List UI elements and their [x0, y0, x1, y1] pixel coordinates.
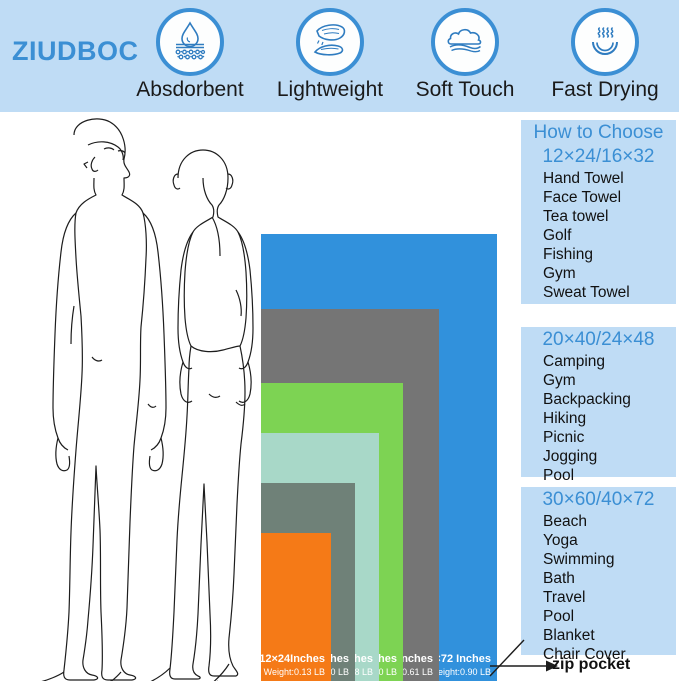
soft-touch-badge — [431, 8, 499, 76]
cloud-soft-touch-icon — [442, 17, 488, 68]
panel-use-item: Sweat Towel — [543, 284, 630, 302]
feature-soft-touch: Soft Touch — [400, 8, 530, 102]
panel-use-item: Beach — [543, 512, 587, 530]
feature-label: Soft Touch — [415, 78, 515, 101]
feature-label: Absdorbent — [136, 78, 244, 101]
steam-fast-drying-icon — [582, 17, 628, 68]
header-banner: ZIUDBOC — [0, 0, 679, 112]
panel-use-item: Golf — [543, 226, 572, 244]
panel-size-heading: 20×40/24×48 — [542, 329, 655, 350]
panel-use-item: Picnic — [543, 429, 585, 447]
scale-reference-figures — [0, 112, 262, 681]
towel-size-box-xs: XS:12×24Inches Weight:0.13 LB — [241, 533, 331, 681]
how-to-choose-panel-medium: 20×40/24×48 Camping Gym Backpacking Hiking P… — [521, 327, 676, 484]
feature-absorbent: Absdorbent — [125, 8, 255, 102]
male-body-silhouette — [41, 118, 167, 681]
feature-label: Fast Drying — [551, 78, 659, 101]
fast-drying-badge — [571, 8, 639, 76]
panel-use-item: Tea towel — [543, 207, 609, 225]
panel-use-item: Gym — [543, 371, 576, 389]
panel-use-list: Hand Towel Face Towel Tea towel Golf Fishing… — [521, 168, 676, 304]
feature-fast-drying: Fast Drying — [540, 8, 670, 102]
panel-use-list: Camping Gym Backpacking Hiking Picnic Jogging… — [521, 351, 676, 487]
panel-use-list: Beach Yoga Swimming Bath Travel Pool Blanket Ch… — [521, 511, 676, 667]
panel-use-item: Yoga — [543, 531, 578, 549]
panel-use-item: Pool — [543, 467, 575, 485]
hand-feather-lightweight-icon — [307, 17, 353, 68]
feature-lightweight: Lightweight — [265, 8, 395, 102]
panel-use-item: Hiking — [543, 410, 587, 428]
panel-use-item: Travel — [543, 589, 586, 607]
panel-use-item: Camping — [543, 352, 606, 370]
panel-use-item: Backpacking — [543, 390, 631, 408]
towel-size-label-xs: XS:12×24Inches Weight:0.13 LB — [241, 653, 325, 677]
panel-title: How to Choose — [533, 122, 664, 143]
panel-use-item: Blanket — [543, 627, 595, 645]
panel-use-item: Fishing — [543, 245, 593, 263]
panel-use-item: Face Towel — [543, 188, 622, 206]
panel-use-item: Hand Towel — [543, 169, 624, 187]
panel-use-item: Gym — [543, 265, 576, 282]
panel-use-item: Pool — [543, 608, 575, 626]
towel-weight-text: Weight:0.13 LB — [263, 666, 325, 677]
panel-size-heading: 30×60/40×72 — [542, 489, 655, 510]
towel-weight-text: Weight0.61 LB — [374, 666, 433, 677]
female-body-silhouette — [150, 149, 254, 681]
lightweight-badge — [296, 8, 364, 76]
zip-pocket-label: zip pocket — [552, 656, 631, 673]
panel-use-item: Chair Cover — [543, 646, 626, 664]
zip-pocket-arrow-icon — [489, 639, 558, 677]
panel-size-heading: 12×24/16×32 — [542, 145, 655, 167]
panel-use-item: Bath — [543, 570, 575, 588]
how-to-choose-panel-small: How to Choose 12×24/16×32 Hand Towel Face… — [521, 120, 676, 304]
feature-label: Lightweight — [276, 78, 384, 101]
towel-dimension-text: XS:12×24Inches — [240, 653, 325, 666]
panel-use-item: Swimming — [543, 550, 615, 568]
panel-use-item: Jogging — [543, 448, 598, 466]
water-droplet-absorbent-icon — [167, 17, 213, 68]
absorbent-badge — [156, 8, 224, 76]
towel-weight-text: Weight:0.90 LB — [429, 666, 491, 677]
how-to-choose-panel-large: 30×60/40×72 Beach Yoga Swimming Bath Travel P… — [521, 487, 676, 663]
brand-logo: ZIUDBOC — [12, 36, 139, 66]
